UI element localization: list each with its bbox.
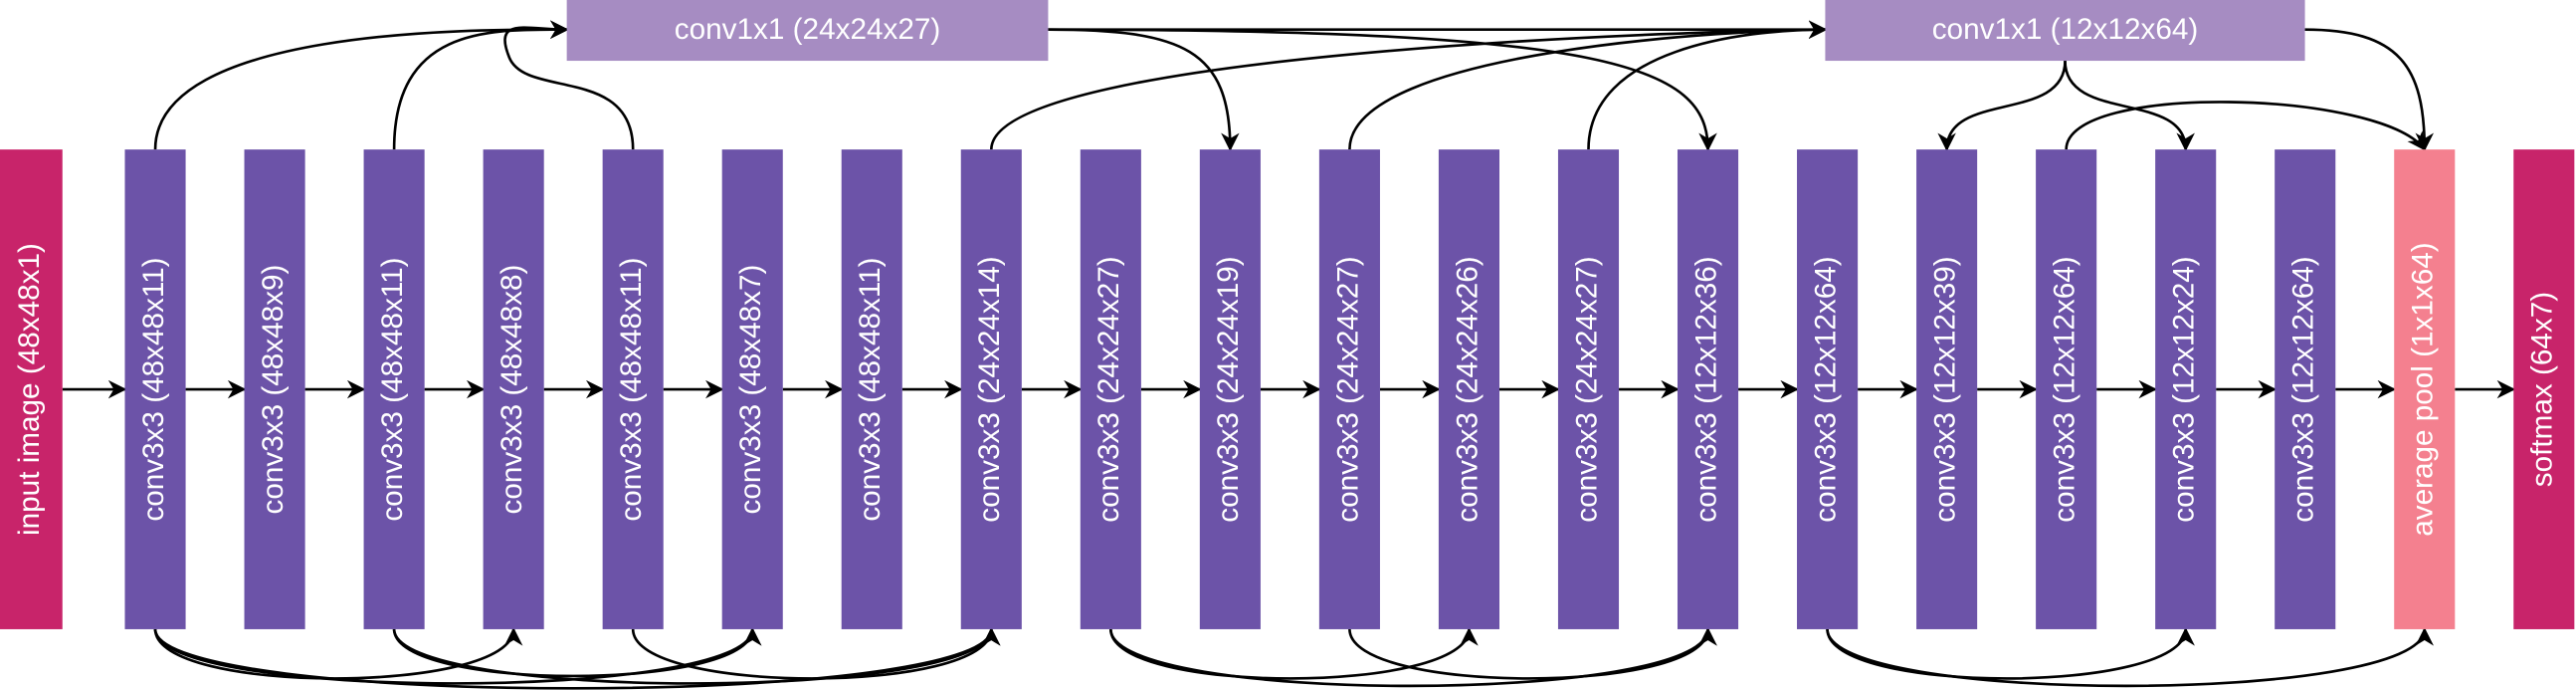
layer-label: conv3x3 (48x48x11) — [137, 257, 170, 521]
layer-label: average pool (1x1x64) — [2407, 242, 2440, 536]
layer-label: conv3x3 (24x24x27) — [1092, 256, 1125, 522]
layer-label: conv3x3 (12x12x24) — [2168, 256, 2201, 522]
side-label: conv1x1 (12x12x64) — [1932, 13, 2199, 46]
edge-arrow — [1826, 627, 2434, 688]
layer-box — [1557, 149, 1620, 629]
layer-label: softmax (64x7) — [2526, 292, 2559, 487]
edge-arrow — [2304, 28, 2435, 151]
layer-box — [124, 149, 186, 629]
edge-arrow — [153, 627, 523, 680]
edge-arrow — [153, 627, 762, 685]
layer-label: conv3x3 (48x48x8) — [495, 265, 528, 515]
layer-box — [363, 149, 425, 629]
layer-label: conv3x3 (48x48x11) — [854, 257, 887, 521]
layer-box — [1438, 149, 1500, 629]
layer-label: conv3x3 (12x12x64) — [2048, 256, 2081, 522]
layer-box — [2394, 149, 2456, 629]
layer-label: conv3x3 (48x48x9) — [257, 265, 290, 515]
layer-box — [1916, 149, 1978, 629]
layer-label: conv3x3 (24x24x27) — [1331, 256, 1364, 522]
layer-box — [2036, 149, 2097, 629]
layer-label: conv3x3 (24x24x26) — [1451, 256, 1484, 522]
layer-label: conv3x3 (24x24x14) — [973, 256, 1006, 522]
layer-box — [483, 149, 544, 629]
edge-arrow — [2064, 61, 2195, 151]
layer-label: conv3x3 (12x12x64) — [2287, 256, 2320, 522]
edge-arrow — [503, 20, 635, 150]
layer-label: conv3x3 (12x12x36) — [1689, 256, 1722, 522]
layer-box — [244, 149, 305, 629]
layer-box — [1199, 149, 1261, 629]
edge-arrow — [392, 627, 762, 678]
edge-arrow — [2065, 101, 2426, 151]
layer-label: conv3x3 (48x48x11) — [376, 257, 409, 521]
edge-arrow — [1109, 627, 1717, 688]
layer-box — [1677, 149, 1739, 629]
edge-arrow — [631, 627, 1001, 680]
layer-box — [1797, 149, 1859, 629]
layer-label: input image (48x48x1) — [13, 243, 46, 536]
side-box — [566, 0, 1049, 62]
edge-arrow — [1109, 627, 1479, 680]
layer-box — [602, 149, 664, 629]
edges — [62, 20, 2516, 690]
edge-arrow — [1348, 627, 1717, 680]
edge-arrow — [1826, 627, 2195, 680]
edge-arrow — [1048, 28, 1240, 151]
side-box — [1825, 0, 2305, 62]
layer-label: conv3x3 (24x24x19) — [1212, 256, 1245, 522]
edge-arrow — [153, 627, 1001, 690]
edge-arrow — [1048, 28, 1717, 151]
layer-box — [2155, 149, 2217, 629]
layer-box — [0, 149, 63, 629]
layer-label: conv3x3 (48x48x7) — [734, 265, 767, 515]
layer-label: conv3x3 (12x12x39) — [1928, 256, 1961, 522]
layer-box — [960, 149, 1022, 629]
side-label: conv1x1 (24x24x27) — [675, 13, 941, 46]
layer-box — [2513, 149, 2575, 629]
edge-arrow — [392, 20, 569, 150]
layer-box — [1080, 149, 1141, 629]
layer-box — [841, 149, 902, 629]
layer-label: conv3x3 (24x24x27) — [1570, 256, 1603, 522]
layer-box — [1318, 149, 1380, 629]
layer-box — [721, 149, 783, 629]
edge-arrow — [392, 627, 1001, 685]
boxes: input image (48x48x1) conv3x3 (48x48x11) c… — [0, 0, 2575, 629]
edge-arrow — [1937, 61, 2067, 151]
layer-label: conv3x3 (48x48x11) — [615, 257, 648, 521]
layer-label: conv3x3 (12x12x64) — [1809, 256, 1842, 522]
layer-box — [2275, 149, 2336, 629]
